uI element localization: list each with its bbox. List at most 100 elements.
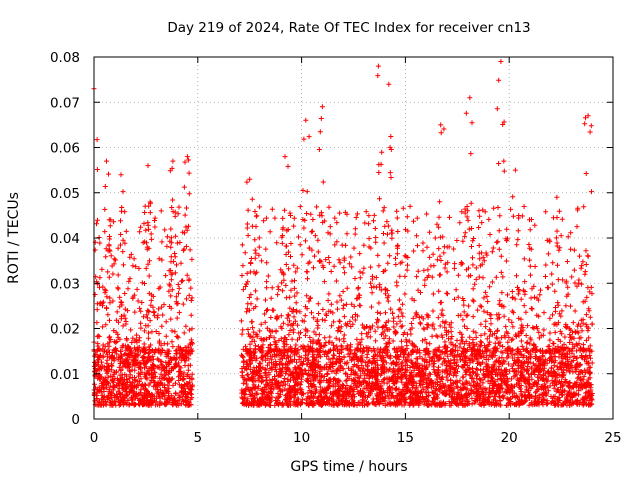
data-point xyxy=(344,359,350,365)
data-point xyxy=(534,324,539,330)
data-point xyxy=(551,385,557,391)
data-point xyxy=(347,354,353,360)
data-point xyxy=(184,384,190,390)
data-point xyxy=(152,350,158,356)
data-point xyxy=(132,367,138,373)
data-point xyxy=(540,400,545,406)
data-point xyxy=(574,283,580,289)
data-point xyxy=(315,359,321,365)
data-point xyxy=(520,347,526,352)
data-point xyxy=(568,230,574,236)
data-point xyxy=(536,378,541,384)
data-point xyxy=(563,367,569,373)
data-point xyxy=(437,388,443,394)
data-point xyxy=(361,390,367,396)
data-point xyxy=(425,402,431,408)
data-point xyxy=(341,257,347,263)
data-point xyxy=(472,398,478,404)
data-point xyxy=(429,274,435,280)
data-point xyxy=(493,274,499,280)
data-point xyxy=(567,379,573,385)
data-point xyxy=(521,359,527,365)
data-point xyxy=(137,364,143,370)
data-point xyxy=(401,354,407,360)
data-point xyxy=(332,388,338,394)
data-point xyxy=(437,323,443,329)
data-point xyxy=(417,397,423,403)
data-point xyxy=(289,322,295,328)
data-point xyxy=(476,396,482,401)
data-point xyxy=(343,370,349,376)
data-point xyxy=(435,402,441,408)
data-point xyxy=(394,321,400,327)
data-point xyxy=(188,402,194,408)
data-point xyxy=(119,399,125,405)
data-point xyxy=(464,397,470,403)
data-point xyxy=(447,214,452,220)
data-point xyxy=(276,395,282,401)
data-point xyxy=(162,382,168,388)
data-point xyxy=(309,401,315,407)
data-point xyxy=(444,362,450,368)
data-point xyxy=(323,401,328,406)
data-point xyxy=(541,310,547,316)
data-point xyxy=(148,342,154,348)
data-point xyxy=(146,371,152,377)
data-point xyxy=(487,284,493,290)
data-point xyxy=(429,398,435,404)
data-point xyxy=(257,328,263,334)
data-point xyxy=(366,329,372,335)
data-point xyxy=(439,334,445,340)
data-point xyxy=(105,347,111,353)
data-point xyxy=(163,364,169,370)
data-point xyxy=(458,395,464,401)
data-point xyxy=(321,389,327,395)
data-point xyxy=(500,274,506,280)
data-point xyxy=(578,382,584,388)
data-point xyxy=(395,349,401,355)
data-point xyxy=(527,245,533,251)
data-point xyxy=(190,382,195,388)
data-point xyxy=(365,334,371,340)
data-point xyxy=(343,378,349,384)
data-point xyxy=(505,292,510,298)
data-point xyxy=(587,375,593,381)
data-point xyxy=(520,372,526,378)
data-point xyxy=(104,395,110,401)
data-point xyxy=(101,394,107,400)
data-point xyxy=(288,241,294,246)
data-point xyxy=(243,381,249,387)
data-point xyxy=(404,343,410,349)
data-point xyxy=(364,372,370,378)
data-point xyxy=(429,389,435,395)
data-point xyxy=(452,261,458,267)
data-point xyxy=(150,347,155,353)
data-point xyxy=(121,312,127,318)
data-point xyxy=(296,365,302,371)
data-point xyxy=(144,376,150,382)
data-point xyxy=(256,364,261,370)
data-point xyxy=(256,252,262,258)
data-point xyxy=(351,391,357,397)
data-point xyxy=(376,396,382,402)
data-point xyxy=(106,274,112,280)
data-point xyxy=(168,226,174,232)
data-point xyxy=(123,228,129,234)
data-point xyxy=(398,324,404,330)
data-point xyxy=(498,269,504,275)
data-point xyxy=(272,339,278,345)
data-point xyxy=(120,378,126,384)
data-point xyxy=(422,277,428,283)
data-point xyxy=(399,259,405,265)
data-point xyxy=(176,204,182,210)
data-point xyxy=(490,245,496,251)
data-point xyxy=(460,238,466,244)
data-point xyxy=(399,359,405,365)
data-point xyxy=(189,256,195,262)
data-point xyxy=(324,361,330,367)
data-point xyxy=(421,357,427,363)
data-point xyxy=(180,278,186,284)
data-point xyxy=(360,365,366,371)
data-point xyxy=(369,276,375,282)
data-point xyxy=(447,368,453,374)
